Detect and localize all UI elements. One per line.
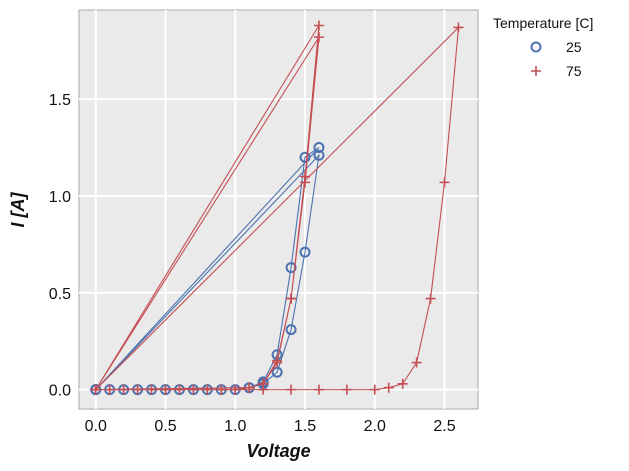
legend-label-25: 25 <box>566 39 582 55</box>
x-tick-label: 1.0 <box>224 418 246 435</box>
data-point <box>146 384 157 395</box>
legend-marker-plus <box>531 66 541 76</box>
legend-label-75: 75 <box>566 63 582 79</box>
series-layer <box>90 20 464 396</box>
data-point <box>104 384 115 395</box>
tick-labels: 0.0 0.5 1.0 1.5 2.0 2.5 0.0 0.5 1.0 1.5 <box>49 92 456 435</box>
data-point <box>313 142 325 154</box>
data-point <box>188 384 199 395</box>
y-tick-label: 0.0 <box>49 383 71 400</box>
data-point <box>216 384 227 395</box>
data-point <box>272 357 283 368</box>
data-point <box>202 384 213 395</box>
legend: Temperature [C] 25 75 <box>493 15 593 79</box>
data-point <box>341 384 352 395</box>
data-point <box>313 149 325 161</box>
data-point <box>244 382 255 393</box>
y-tick-label: 1.0 <box>49 189 71 206</box>
x-axis-label: Voltage <box>246 441 310 461</box>
data-point <box>383 382 394 393</box>
data-point <box>411 357 422 368</box>
legend-title: Temperature [C] <box>493 15 593 31</box>
data-point <box>174 384 185 395</box>
data-point <box>118 384 129 395</box>
plot-area <box>78 9 479 410</box>
x-tick-label: 0.5 <box>154 418 176 435</box>
data-point <box>313 20 324 31</box>
data-point <box>90 384 101 395</box>
data-point <box>313 32 324 43</box>
data-point <box>397 378 408 389</box>
data-point <box>286 384 297 395</box>
data-point <box>313 384 324 395</box>
legend-item-25: 25 <box>530 39 582 55</box>
y-tick-label: 1.5 <box>49 92 71 109</box>
data-point <box>230 384 241 395</box>
legend-item-75: 75 <box>531 63 582 79</box>
data-point <box>300 177 311 188</box>
legend-marker-circle <box>530 41 542 53</box>
grid <box>79 10 478 409</box>
data-point <box>271 366 283 378</box>
data-point <box>285 324 297 336</box>
x-tick-label: 1.5 <box>294 418 316 435</box>
data-point <box>132 384 143 395</box>
data-point <box>369 384 380 395</box>
y-tick-label: 0.5 <box>49 286 71 303</box>
x-tick-label: 2.5 <box>433 418 455 435</box>
data-point <box>425 293 436 304</box>
series-75 <box>90 20 464 395</box>
data-point <box>299 151 311 163</box>
data-point <box>299 246 311 258</box>
data-point <box>439 177 450 188</box>
data-point <box>286 293 297 304</box>
data-point <box>453 22 464 33</box>
y-axis-label: I [A] <box>8 192 28 228</box>
x-tick-label: 0.0 <box>85 418 107 435</box>
data-point <box>285 262 297 274</box>
data-point <box>160 384 171 395</box>
data-point <box>258 384 269 395</box>
x-tick-label: 2.0 <box>364 418 386 435</box>
